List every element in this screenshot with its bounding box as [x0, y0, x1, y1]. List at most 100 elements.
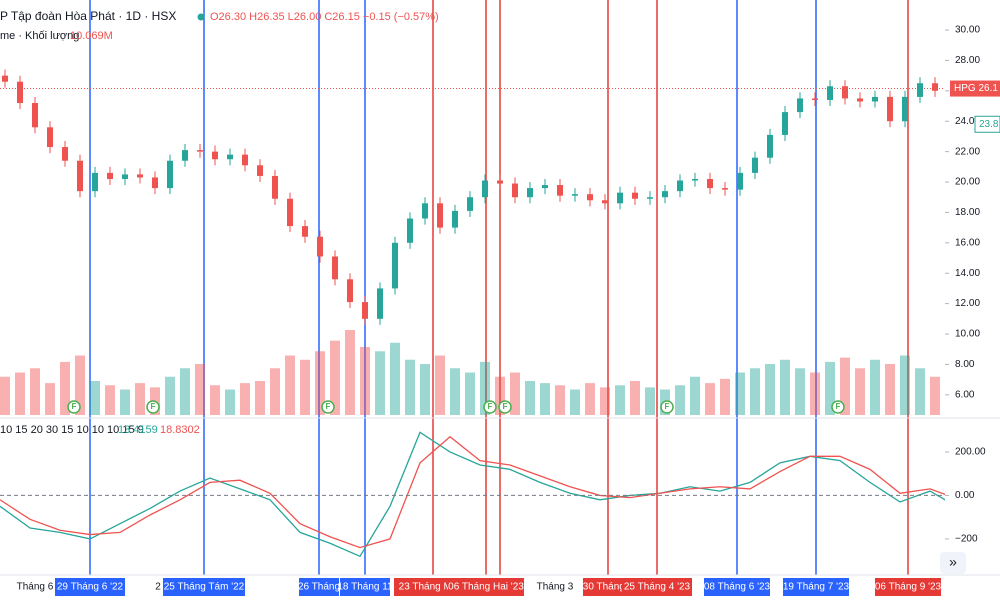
x-tick-label: Tháng 3 — [537, 582, 574, 593]
volume-bar — [135, 383, 145, 415]
candle-body — [557, 185, 563, 196]
scroll-button[interactable] — [940, 552, 966, 574]
candle-body — [467, 197, 473, 211]
candle-body — [857, 98, 863, 102]
candle-body — [257, 165, 263, 176]
volume-bar — [930, 376, 940, 415]
candle-body — [572, 194, 578, 196]
volume-bar — [825, 361, 835, 415]
marker-date-label: 06 Tháng 9 '23 — [875, 582, 942, 593]
candle-body — [782, 112, 788, 135]
event-icon-label: F — [326, 402, 331, 411]
marker-date-box — [783, 578, 849, 596]
volume-bar — [870, 359, 880, 415]
indicator-line — [0, 435, 961, 549]
marker-date-box — [622, 578, 692, 596]
volume-bar — [105, 385, 115, 415]
candle-body — [197, 150, 203, 152]
candle-body — [797, 98, 803, 113]
marker-date-label: 18 Tháng 11 — [337, 582, 393, 593]
candle-body — [767, 134, 773, 158]
marker-date-box — [448, 578, 524, 596]
candle-body — [707, 178, 713, 189]
candle-body — [152, 177, 158, 189]
candle-body — [752, 157, 758, 173]
event-icon-label: F — [488, 402, 493, 411]
candle-body — [722, 188, 728, 190]
y-tick-label: 20.00 — [955, 177, 980, 188]
candle-body — [437, 203, 443, 228]
event-icon — [498, 400, 512, 414]
marker-date-label: 25 Tháng 4 '23 — [624, 582, 691, 593]
volume-value: 10.069M — [70, 30, 113, 42]
volume-bar — [270, 368, 280, 415]
candle-body — [47, 127, 53, 148]
candle-body — [842, 86, 848, 99]
marker-date-label: 19 Tháng 7 '23 — [783, 582, 850, 593]
volume-bar — [120, 389, 130, 415]
marker-date-box — [875, 578, 941, 596]
volume-bar — [615, 385, 625, 415]
volume-bar — [750, 368, 760, 415]
candle-body — [287, 198, 293, 227]
volume-bar — [15, 372, 25, 415]
price-tag — [974, 115, 1000, 133]
price-tag-label: HPG 26.1 — [954, 83, 998, 94]
candle-body — [827, 86, 833, 100]
volume-bar — [240, 383, 250, 415]
marker-date-box — [299, 578, 339, 596]
volume-bar — [90, 381, 100, 415]
candle-body — [242, 154, 248, 166]
volume-bar — [285, 355, 295, 415]
y-tick-label: 6.00 — [955, 389, 975, 400]
y-tick-label: 8.00 — [955, 359, 975, 370]
volume-bar — [255, 381, 265, 415]
ohlc: O26.30 H26.35 L26.00 C26.15 −0.15 (−0.57… — [210, 11, 439, 23]
volume-bar — [60, 361, 70, 415]
event-icon — [146, 400, 160, 414]
candle-body — [632, 192, 638, 199]
candle-body — [332, 256, 338, 280]
volume-bar — [45, 383, 55, 415]
volume-bar — [570, 389, 580, 415]
candle-body — [737, 172, 743, 190]
y-tick-label: 30.00 — [955, 25, 980, 36]
volume-bar — [690, 376, 700, 415]
volume-bar — [915, 368, 925, 415]
marker-date-label: 23 Tháng Mười — [399, 582, 468, 593]
event-icon-label: F — [72, 402, 77, 411]
candle-body — [812, 98, 818, 100]
volume-bar — [0, 376, 10, 415]
volume-bar — [345, 330, 355, 415]
volume-bar — [630, 381, 640, 415]
volume-bar — [540, 383, 550, 415]
title: P Tập đoàn Hòa Phát · 1D · HSX — [0, 9, 176, 23]
candle-body — [662, 191, 668, 198]
volume-bar — [525, 381, 535, 415]
volume-title: me · Khối lượng — [0, 30, 79, 42]
candle-body — [692, 178, 698, 181]
volume-bar — [855, 368, 865, 415]
event-icon — [831, 400, 845, 414]
volume-bar — [495, 376, 505, 415]
candle-body — [377, 288, 383, 319]
marker-date-label: 26 Tháng — [298, 582, 340, 593]
price-tag-label: 23.8 — [979, 119, 999, 130]
marker-date-box — [340, 578, 390, 596]
marker-date-label: 30 Tháng 3 — [583, 582, 634, 593]
scroll-icon[interactable]: » — [949, 554, 957, 570]
volume-bar — [360, 347, 370, 415]
candle-body — [527, 188, 533, 198]
volume-bar — [765, 364, 775, 415]
candle-body — [77, 160, 83, 192]
candle-body — [422, 203, 428, 219]
candle-body — [647, 197, 653, 199]
candle-body — [407, 218, 413, 243]
volume-bar — [780, 359, 790, 415]
candle-body — [497, 180, 503, 184]
volume-bar — [900, 355, 910, 415]
volume-bar — [600, 387, 610, 415]
volume-bar — [405, 359, 415, 415]
y-tick-label: 28.00 — [955, 55, 980, 66]
indicator-title: 10 15 20 30 15 10 10 10 15 9 — [0, 424, 144, 436]
